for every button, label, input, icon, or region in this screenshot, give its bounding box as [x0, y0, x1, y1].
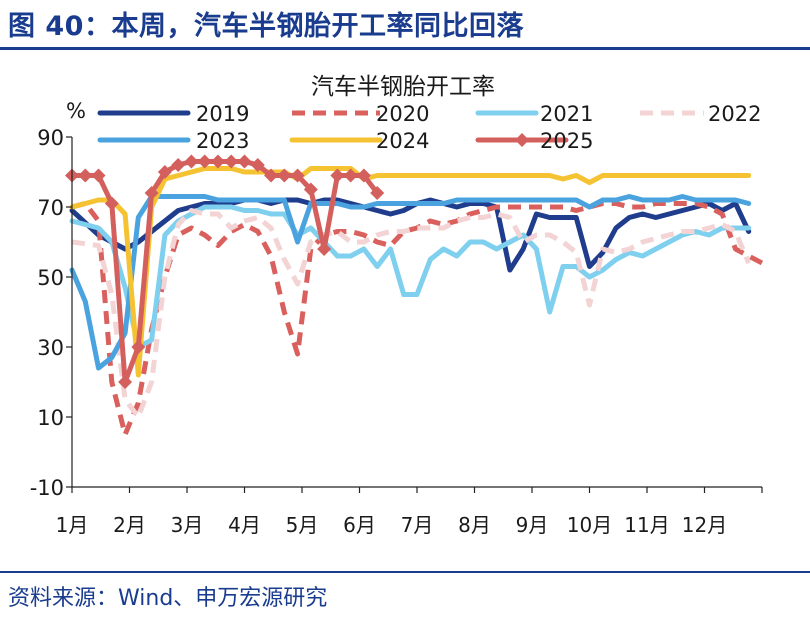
- legend-item-2023: 2023: [97, 129, 249, 153]
- y-tick-label: 30: [37, 336, 64, 360]
- x-tick-label: 3月: [171, 513, 204, 537]
- data-point-2025: [330, 168, 345, 183]
- series-2024: [69, 166, 752, 378]
- data-point-2025: [118, 375, 133, 389]
- y-tick-label: 10: [37, 406, 64, 430]
- legend-label: 2019: [196, 102, 249, 126]
- legend-item-2019: 2019: [97, 102, 249, 126]
- axes: -10 10 30 50 70 90 1月 2月 3月 4月 5月 6月 7月 8月 9月 10月 11月 12月: [30, 126, 763, 537]
- y-axis-unit-label: %: [66, 99, 86, 123]
- data-point-2025: [197, 154, 212, 169]
- legend-label: 2024: [376, 129, 429, 153]
- x-tick-label: 6月: [343, 513, 376, 537]
- x-tick-label: 8月: [458, 513, 491, 537]
- series-line-2022: [71, 208, 752, 420]
- data-point-2025: [171, 158, 186, 172]
- series-line-2019: [69, 197, 752, 273]
- legend-item-2024: 2024: [289, 129, 429, 153]
- data-point-2025: [370, 186, 385, 200]
- y-tick-label: -10: [30, 476, 64, 500]
- series-2023: [69, 194, 752, 371]
- series-line-2024: [69, 166, 752, 378]
- legend-item-2025: 2025: [475, 129, 593, 153]
- data-point-2025: [317, 242, 332, 256]
- series-2021: [69, 204, 752, 350]
- x-tick-label: 2月: [113, 513, 146, 537]
- legend-item-2022: 2022: [640, 102, 761, 126]
- data-point-2025: [356, 168, 371, 183]
- y-tick-label: 90: [37, 126, 64, 150]
- title-rule: [0, 47, 810, 50]
- x-tick-label: 10月: [567, 513, 612, 537]
- series-2022: [71, 208, 752, 420]
- legend-label: 2020: [376, 102, 429, 126]
- series-2020: [71, 201, 764, 437]
- data-point-2025: [78, 168, 93, 183]
- data-point-2025: [224, 154, 239, 169]
- legend-label: 2022: [708, 102, 761, 126]
- data-point-2025: [343, 168, 358, 183]
- data-point-2025: [303, 182, 318, 197]
- data-point-2025: [237, 154, 252, 169]
- data-point-2025: [144, 186, 159, 200]
- x-tick-label: 5月: [286, 513, 319, 537]
- data-point-2025: [290, 168, 305, 183]
- data-point-2025: [91, 168, 106, 183]
- x-tick-label: 7月: [401, 513, 434, 537]
- series-2025: [65, 154, 385, 389]
- data-point-2025: [210, 154, 225, 169]
- data-point-2025: [104, 196, 119, 211]
- chart-title: 汽车半钢胎开工率: [311, 74, 495, 100]
- legend-item-2021: 2021: [475, 102, 593, 126]
- legend-item-2020: 2020: [292, 102, 429, 126]
- series-line-2020: [71, 201, 764, 437]
- source-rule: [0, 571, 810, 573]
- series-line-2023: [69, 194, 752, 371]
- series-line-2021: [69, 204, 752, 350]
- data-point-2025: [184, 154, 199, 169]
- series-layer: [65, 154, 764, 437]
- data-point-2025: [277, 168, 292, 183]
- legend-marker-2025: [515, 133, 529, 147]
- data-point-2025: [131, 340, 146, 354]
- x-tick-label: 9月: [516, 513, 549, 537]
- legend: 2019 2020 2021 2022 2023 2024 2025: [97, 102, 761, 153]
- x-tick-label: 4月: [228, 513, 261, 537]
- y-tick-label: 50: [37, 266, 64, 290]
- x-tick-label: 12月: [682, 513, 727, 537]
- data-point-2025: [264, 168, 279, 183]
- y-tick-label: 70: [37, 196, 64, 220]
- legend-label: 2023: [196, 129, 249, 153]
- x-tick-label: 11月: [624, 513, 669, 537]
- legend-label: 2025: [540, 129, 593, 153]
- source-note: 资料来源：Wind、申万宏源研究: [8, 586, 328, 611]
- series-2019: [69, 197, 752, 273]
- data-point-2025: [250, 158, 265, 172]
- figure-title: 图 40：本周，汽车半钢胎开工率同比回落: [8, 11, 524, 42]
- data-point-2025: [157, 165, 172, 179]
- x-tick-label: 1月: [56, 513, 89, 537]
- legend-label: 2021: [540, 102, 593, 126]
